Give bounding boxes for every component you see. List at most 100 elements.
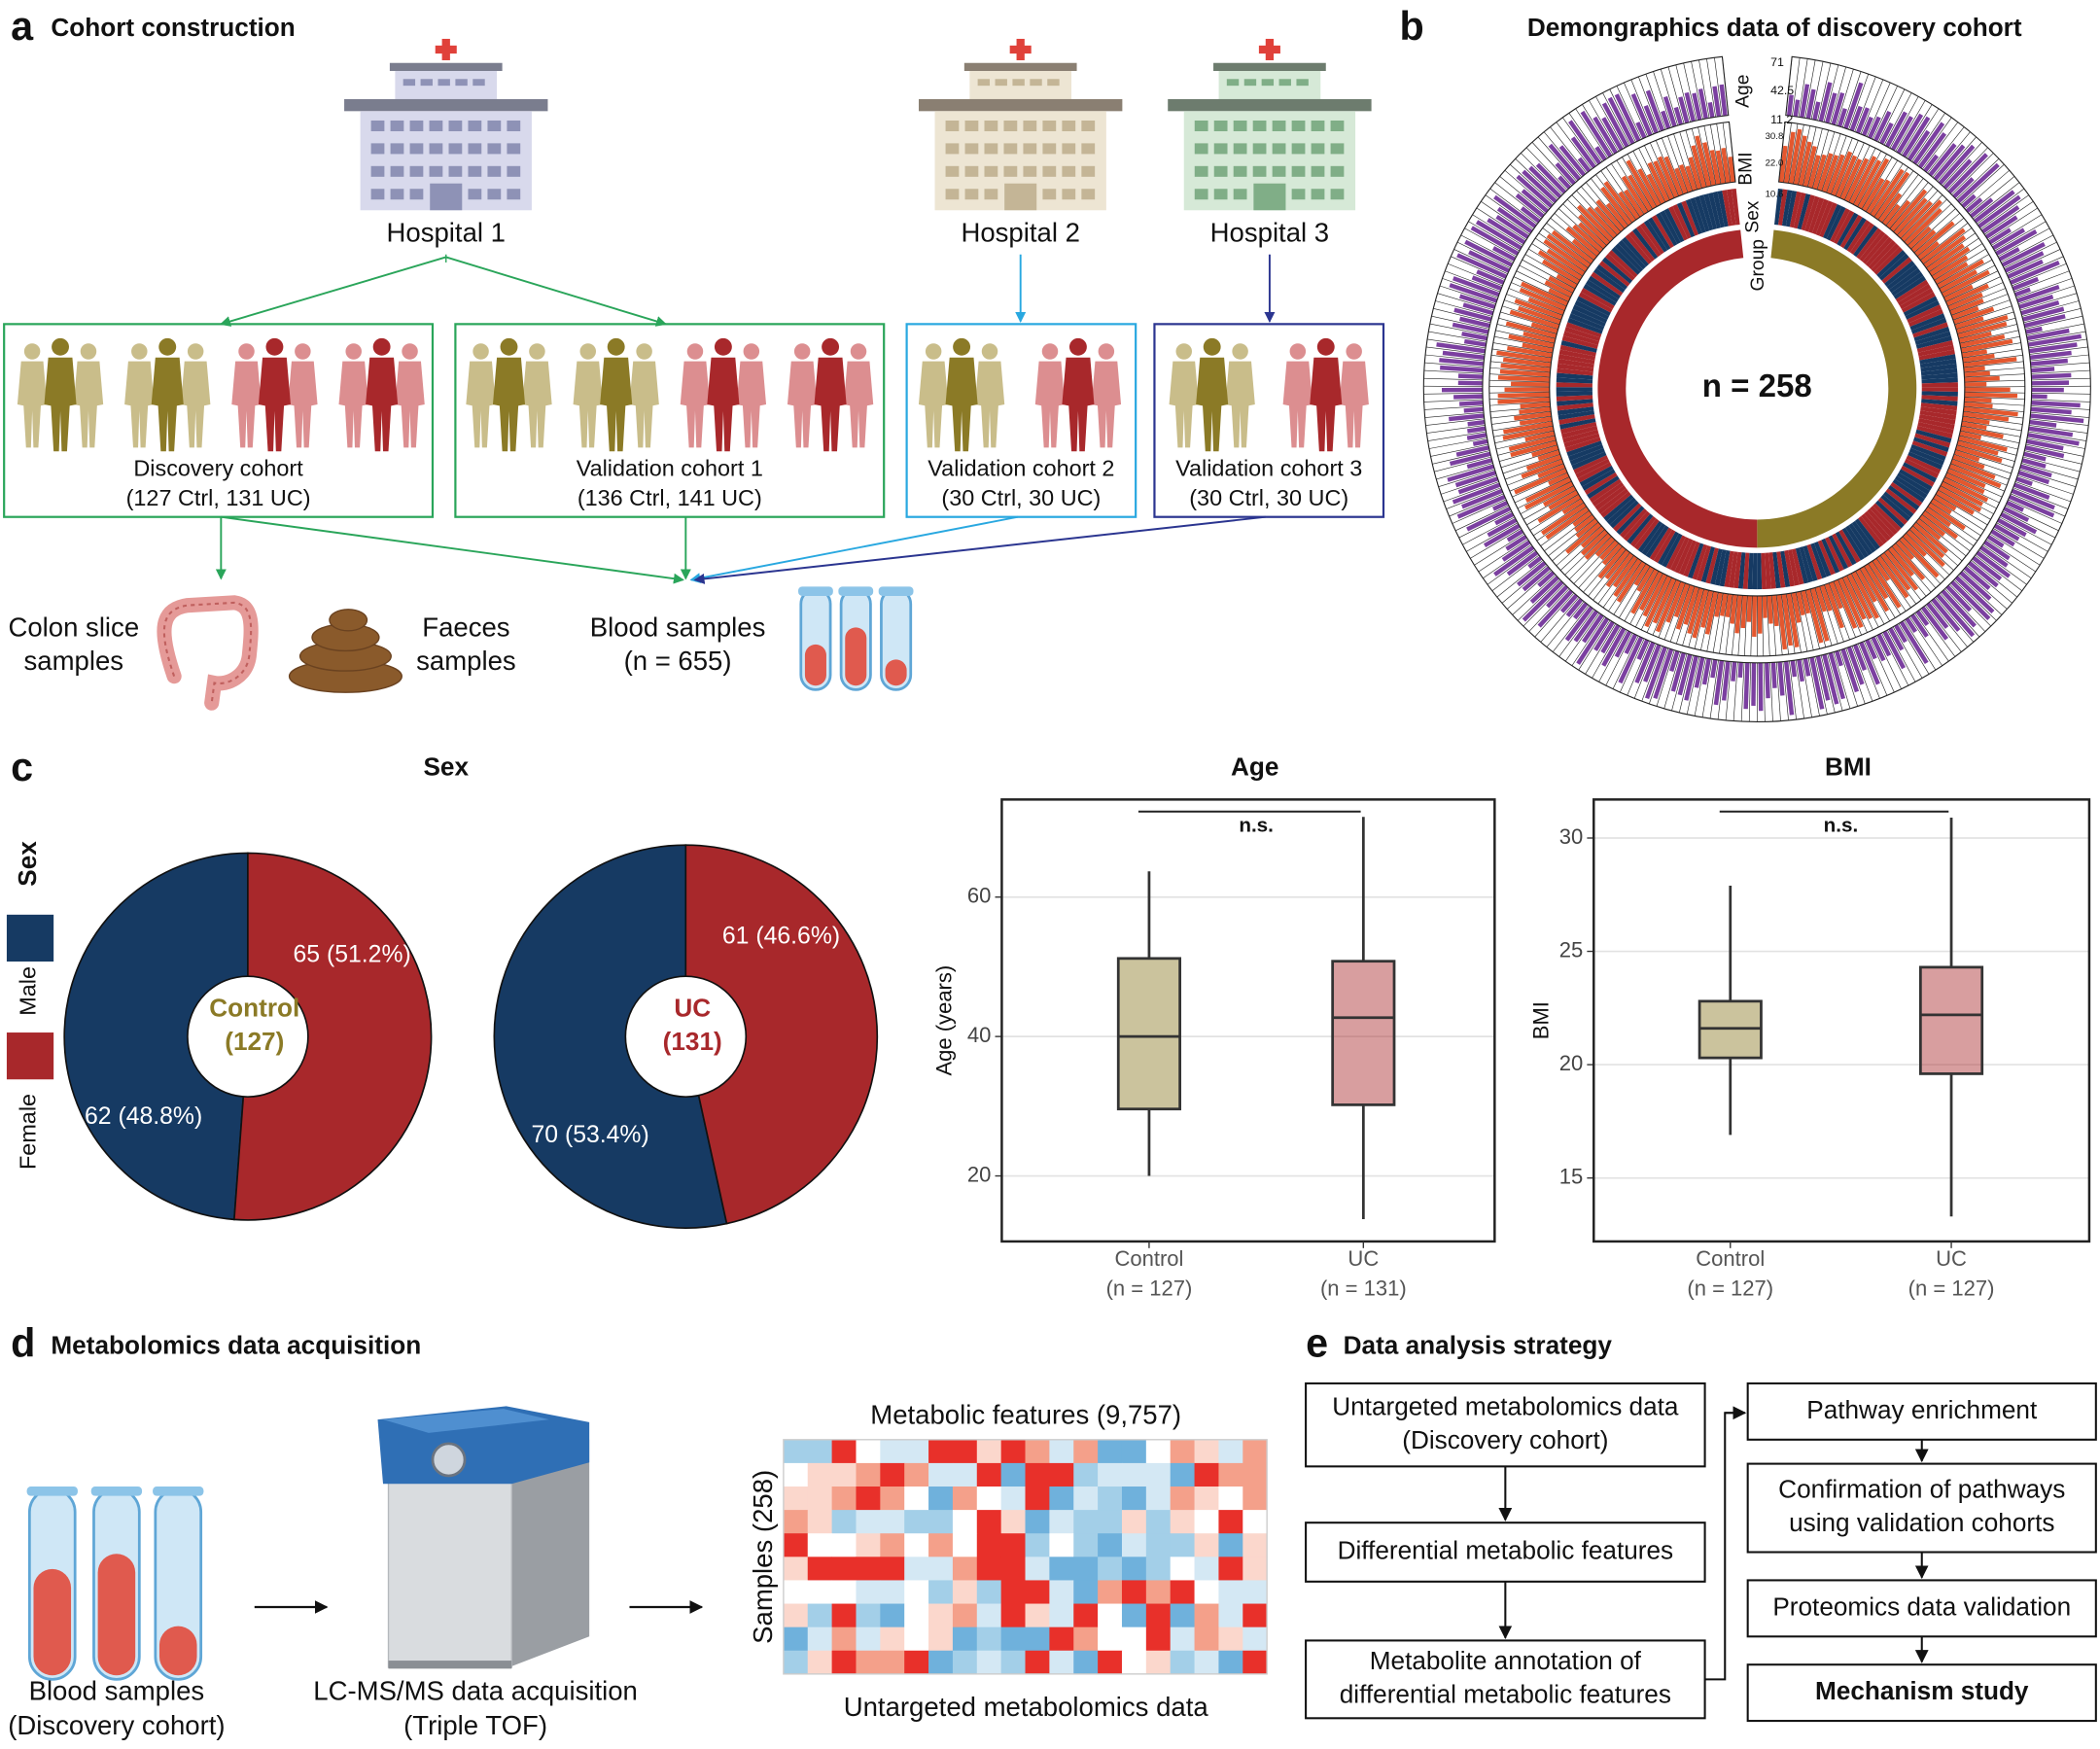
window [1194,120,1208,131]
track-bar [1556,273,1578,289]
heatmap-cell [1025,1533,1050,1557]
sex-segment [1573,455,1609,474]
track-bar [1663,156,1684,196]
sex-segment [1665,535,1687,570]
track-bar [1812,101,1821,121]
track-grid [1424,405,1484,410]
track-grid [1575,108,1608,158]
track-grid [2019,293,2078,311]
chart-title: BMI [1825,752,1872,782]
track-grid [1821,133,1841,192]
heatmap-cell [1073,1487,1099,1511]
track-grid [1919,609,1956,657]
sex-segment [1899,469,1933,491]
track-bar [1548,143,1581,181]
person-body [44,357,77,452]
track-grid [1423,377,1484,381]
track-grid [1946,472,2003,498]
person-head [238,343,255,360]
window [964,165,979,177]
sex-segment [1868,239,1897,270]
pie-slice [493,844,728,1229]
sample-label: Blood samples [590,612,766,643]
track-grid [1940,485,1994,514]
track-grid [1494,430,1555,443]
sex-segment [1828,535,1849,570]
y-tick-label: 20 [1559,1051,1584,1075]
track-bar [2026,328,2070,341]
step-text: differential metabolic features [1340,1679,1671,1708]
track-grid [1506,570,1552,610]
y-tick-label: 20 [967,1162,992,1186]
track-grid [1521,153,1563,195]
heatmap-cell [1025,1462,1050,1487]
track-bar [1873,171,1910,220]
instrument-top [383,1409,549,1433]
sex-segment [1839,215,1863,249]
track-bar [1436,342,1486,354]
heatmap-cell [807,1580,833,1604]
window [1213,189,1228,200]
track-bar [2007,259,2044,279]
track-bar [1848,156,1877,205]
track-bar [1884,549,1919,591]
track-grid [1819,585,1838,645]
person-head [714,337,732,356]
track-bar [2012,482,2050,501]
person-body [1196,357,1229,452]
track-grid [1824,584,1844,643]
window [984,143,998,155]
track-grid [1961,425,2021,437]
track-bar [1740,595,1747,629]
track-bar [1568,120,1602,165]
track-grid [1700,591,1714,650]
track-bar [1843,82,1864,129]
track-bar [2016,284,2060,303]
track-grid [1588,548,1627,597]
track-grid [1771,595,1777,656]
heatmap-cell [1073,1510,1099,1534]
track-bar [1537,449,1560,461]
track-bar [1495,214,1529,239]
track-bar [1678,163,1693,193]
track-grid [1944,588,1986,632]
heatmap-cell [1170,1557,1195,1581]
heatmap-cell [1218,1439,1243,1464]
track-grid [1804,590,1820,649]
sex-segment [1558,354,1595,365]
track-grid [1619,638,1645,693]
heatmap-cell [1073,1603,1099,1628]
track-bar [1510,440,1558,458]
track-grid [1973,182,2020,220]
window [1233,120,1247,131]
heatmap-cell [1025,1557,1050,1581]
track-grid [1953,578,1997,621]
hospital-label: Hospital 2 [961,217,1079,247]
cross [1258,45,1280,54]
heatmap-cell [1121,1487,1147,1511]
track-grid [1895,100,1926,152]
track-grid [1961,342,2021,354]
sex-segment [1611,246,1641,275]
sex-segment [1915,429,1952,443]
track-grid [1679,131,1698,191]
track-grid [1423,392,1483,395]
track-grid [1959,435,2018,450]
heatmap-cell [783,1557,809,1581]
heatmap-cell [1098,1439,1123,1464]
track-bar [1829,581,1843,610]
heatmap-cell [1170,1627,1195,1652]
track-tick: 42.5 [1770,84,1794,97]
track-bar [1494,511,1515,526]
track-grid [1543,131,1583,178]
track-grid [1923,227,1973,264]
track-bar [1537,250,1583,280]
track-bar [1931,598,1961,632]
track-grid [1491,554,1540,592]
sex-segment [1562,429,1599,443]
heatmap-cell [1049,1462,1074,1487]
track-grid [1802,126,1817,187]
sex-segment [1643,220,1668,253]
person-head [529,343,545,360]
heatmap-cell [831,1580,857,1604]
